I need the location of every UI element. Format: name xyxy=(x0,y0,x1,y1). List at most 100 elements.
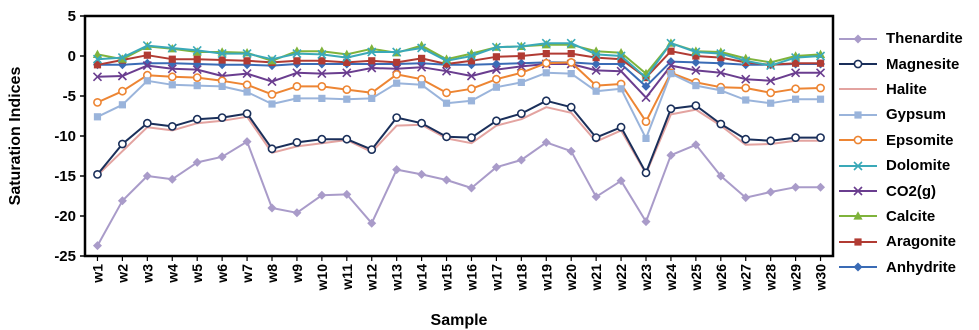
legend-marker-anhydrite xyxy=(853,262,863,272)
data-point-aragonite xyxy=(717,54,725,62)
data-point-magnesite xyxy=(691,101,701,110)
x-tick-label: w28 xyxy=(763,264,779,292)
data-point-gypsum xyxy=(318,94,326,102)
x-tick-label: w25 xyxy=(688,264,704,292)
data-point-gypsum xyxy=(393,79,401,87)
data-point-thenardite xyxy=(417,169,427,179)
data-point-magnesite xyxy=(392,113,402,122)
data-point-dolomite xyxy=(616,51,626,61)
data-point-co2-g xyxy=(92,72,103,82)
data-point-thenardite xyxy=(442,175,452,185)
data-point-thenardite xyxy=(242,137,252,147)
data-point-magnesite xyxy=(93,169,102,179)
data-point-thenardite xyxy=(367,218,377,228)
data-point-aragonite xyxy=(93,61,102,69)
data-point-magnesite xyxy=(716,119,726,129)
y-tick-label: -25 xyxy=(54,248,76,265)
series-co2-g xyxy=(92,59,826,103)
data-point-thenardite xyxy=(167,174,177,184)
data-point-thenardite xyxy=(541,137,551,147)
data-point-dolomite xyxy=(192,45,202,55)
data-point-anhydrite xyxy=(217,60,227,70)
data-point-magnesite xyxy=(267,144,277,154)
data-point-co2-g xyxy=(117,71,127,81)
data-point-co2-g xyxy=(815,68,826,78)
data-point-magnesite xyxy=(816,133,825,142)
data-point-magnesite xyxy=(142,118,152,128)
legend-marker-thenardite xyxy=(853,34,863,44)
data-point-thenardite xyxy=(342,189,352,199)
x-tick-label: w1 xyxy=(89,264,105,284)
x-tick-label: w3 xyxy=(139,264,155,284)
data-point-epsomite xyxy=(93,98,102,107)
y-tick-label: -10 xyxy=(54,128,76,145)
data-point-co2-g xyxy=(616,66,626,76)
legend-marker-calcite xyxy=(853,211,863,221)
data-point-anhydrite xyxy=(591,59,601,69)
data-point-gypsum xyxy=(592,87,600,95)
series-line-halite xyxy=(96,106,821,176)
data-point-aragonite xyxy=(243,57,251,65)
data-point-epsomite xyxy=(766,88,776,98)
data-point-epsomite xyxy=(641,117,651,126)
data-point-gypsum xyxy=(243,88,251,96)
data-point-gypsum xyxy=(567,70,575,78)
data-point-aragonite xyxy=(143,51,151,59)
data-point-aragonite xyxy=(318,57,326,65)
series-line-magnesite xyxy=(96,99,821,176)
data-point-anhydrite xyxy=(641,81,651,91)
data-point-aragonite xyxy=(692,52,700,60)
legend-item-anhydrite: Anhydrite xyxy=(837,255,979,280)
data-point-epsomite xyxy=(118,86,127,96)
data-point-thenardite xyxy=(267,203,277,213)
legend-swatch-aragonite xyxy=(839,238,877,246)
data-point-magnesite xyxy=(292,137,302,147)
data-point-aragonite xyxy=(542,50,550,58)
data-point-aragonite xyxy=(742,58,750,66)
y-tick-label: -20 xyxy=(54,208,76,225)
legend-label: Anhydrite xyxy=(886,258,957,276)
data-point-magnesite xyxy=(566,102,576,112)
data-point-co2-g xyxy=(591,65,601,75)
data-point-epsomite xyxy=(292,82,302,91)
data-point-gypsum xyxy=(467,97,476,105)
data-point-aragonite xyxy=(567,50,575,58)
data-point-magnesite xyxy=(192,114,202,124)
series-halite xyxy=(96,106,821,176)
legend-item-epsomite: Epsomite xyxy=(837,128,979,153)
data-point-epsomite xyxy=(541,58,551,68)
data-point-co2-g xyxy=(716,68,726,78)
data-point-aragonite xyxy=(792,59,800,67)
data-point-gypsum xyxy=(218,82,226,90)
axes-layer: 5 0 -5 -10 -15 -20 -25 w1 w2 w3 w4 w5 w6 w7 w8 w9 w10 w11… xyxy=(54,8,835,292)
data-point-dolomite xyxy=(516,41,526,51)
x-tick-label: w18 xyxy=(513,264,529,292)
data-point-dolomite xyxy=(591,49,601,59)
data-point-aragonite xyxy=(193,55,201,63)
data-point-aragonite xyxy=(168,55,176,63)
legend-swatch-halite xyxy=(839,88,877,91)
data-point-thenardite xyxy=(491,162,501,172)
data-point-aragonite xyxy=(442,60,451,68)
legend-label: CO2(g) xyxy=(886,182,936,200)
legend-label: Magnesite xyxy=(886,55,960,73)
data-point-epsomite xyxy=(192,73,202,82)
data-point-aragonite xyxy=(492,53,500,61)
data-point-dolomite xyxy=(392,47,402,57)
data-point-thenardite xyxy=(92,241,102,251)
data-point-co2-g xyxy=(491,65,501,75)
data-point-dolomite xyxy=(566,38,576,48)
data-point-epsomite xyxy=(816,83,825,93)
data-point-dolomite xyxy=(317,49,327,59)
x-tick-label: w21 xyxy=(588,264,604,292)
data-point-co2-g xyxy=(192,65,202,75)
data-point-epsomite xyxy=(242,80,252,90)
data-point-dolomite xyxy=(641,73,651,83)
data-point-aragonite xyxy=(218,56,226,64)
data-point-aragonite xyxy=(368,57,376,65)
x-tick-label: w10 xyxy=(314,264,330,292)
data-point-magnesite xyxy=(616,122,626,132)
data-point-thenardite xyxy=(741,193,751,203)
x-tick-label: w8 xyxy=(264,264,280,284)
data-point-dolomite xyxy=(242,49,252,59)
